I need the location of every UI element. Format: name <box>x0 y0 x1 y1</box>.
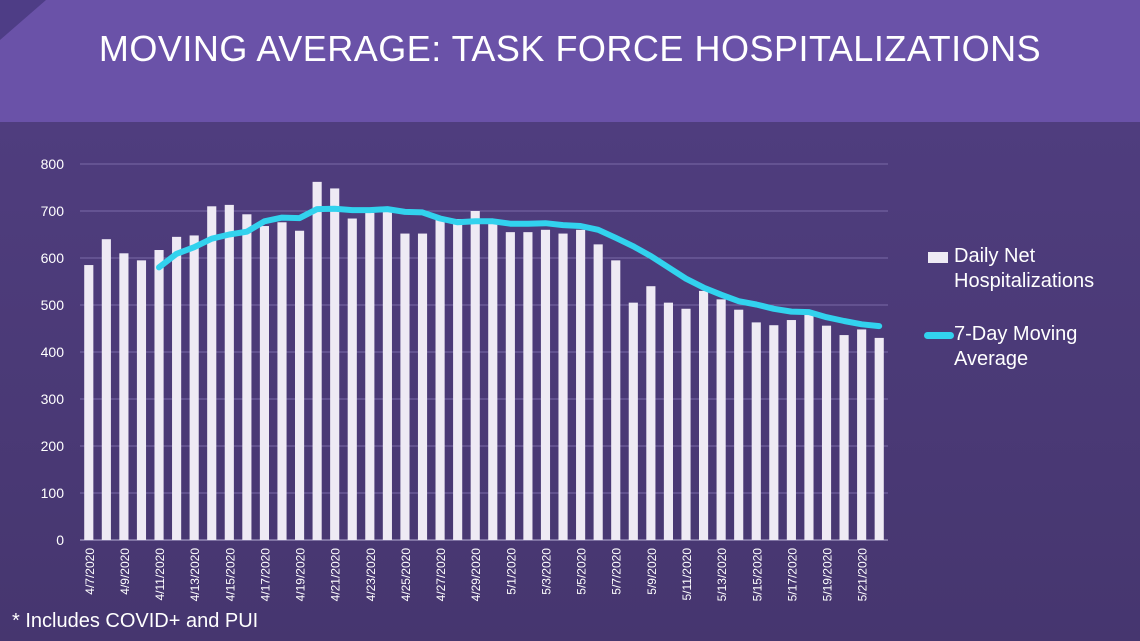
bar <box>804 314 814 540</box>
x-tick-label: 4/27/2020 <box>434 548 448 602</box>
legend-line-swatch <box>924 332 954 339</box>
bar <box>751 322 761 540</box>
bar <box>453 218 463 541</box>
bar <box>470 211 480 540</box>
y-tick-label: 800 <box>41 156 65 172</box>
bar <box>242 214 252 541</box>
legend-bar-label: Daily Net Hospitalizations <box>954 245 1095 292</box>
title-banner: MOVING AVERAGE: TASK FORCE HOSPITALIZATI… <box>0 0 1140 122</box>
x-tick-label: 5/19/2020 <box>821 548 835 602</box>
bar <box>277 222 287 540</box>
bar <box>84 265 94 540</box>
y-tick-label: 200 <box>41 438 65 454</box>
legend-bar-swatch <box>928 252 948 263</box>
page-title: MOVING AVERAGE: TASK FORCE HOSPITALIZATI… <box>98 28 1042 69</box>
bar <box>681 308 691 540</box>
bar <box>769 325 779 540</box>
corner-accent <box>0 0 46 40</box>
bar <box>663 302 674 540</box>
x-tick-label: 4/11/2020 <box>153 548 167 601</box>
x-tick-label: 5/9/2020 <box>645 548 659 595</box>
bar <box>839 335 849 540</box>
bar <box>716 299 726 540</box>
legend-item-daily: Daily Net Hospitalizations <box>928 244 1133 294</box>
bar <box>435 218 445 540</box>
x-tick-label: 4/19/2020 <box>294 548 308 602</box>
x-tick-label: 4/7/2020 <box>83 548 97 595</box>
legend-item-average: 7-Day Moving Average <box>924 322 1133 372</box>
bar <box>593 244 603 540</box>
bar <box>505 232 515 540</box>
y-tick-label: 500 <box>41 297 65 313</box>
bar <box>347 218 357 540</box>
bar <box>294 230 305 541</box>
bar <box>540 229 551 541</box>
x-tick-label: 5/3/2020 <box>539 548 553 595</box>
x-tick-label: 5/5/2020 <box>575 548 589 595</box>
footnote: * Includes COVID+ and PUI <box>12 610 259 632</box>
bar <box>382 209 392 540</box>
bar <box>400 233 410 540</box>
moving-average-line <box>156 205 883 330</box>
bar <box>312 181 322 541</box>
bar <box>821 325 832 540</box>
x-tick-label: 5/1/2020 <box>504 548 518 595</box>
y-tick-label: 0 <box>56 532 64 548</box>
y-tick-label: 600 <box>41 250 65 266</box>
bar <box>224 204 234 540</box>
x-tick-label: 4/17/2020 <box>258 548 272 602</box>
chart-legend: Daily Net Hospitalizations 7-Day Moving … <box>924 244 1133 400</box>
bar <box>154 250 164 540</box>
y-tick-label: 700 <box>41 203 65 219</box>
bar <box>119 253 129 541</box>
x-tick-label: 4/15/2020 <box>223 548 237 602</box>
bar <box>417 233 428 540</box>
bar <box>857 329 867 540</box>
bar <box>136 260 147 540</box>
bar <box>734 309 744 540</box>
bar <box>365 212 375 540</box>
bar <box>172 236 182 540</box>
x-tick-label: 4/9/2020 <box>118 548 132 595</box>
x-tick-label: 4/13/2020 <box>188 548 202 602</box>
bar <box>576 229 586 541</box>
bar <box>558 233 568 540</box>
bar <box>101 239 111 540</box>
bar <box>189 235 199 540</box>
bar <box>259 226 270 541</box>
bar <box>646 286 656 540</box>
x-tick-label: 5/7/2020 <box>610 548 624 595</box>
y-tick-label: 300 <box>41 391 65 407</box>
x-tick-label: 4/29/2020 <box>469 548 483 602</box>
x-tick-label: 4/21/2020 <box>329 548 343 602</box>
x-tick-label: 5/13/2020 <box>715 548 729 602</box>
bar <box>786 320 796 540</box>
bar <box>488 222 498 540</box>
x-tick-label: 4/25/2020 <box>399 548 413 602</box>
bar <box>874 337 884 540</box>
y-tick-label: 100 <box>41 485 65 501</box>
x-tick-label: 5/15/2020 <box>750 548 764 602</box>
x-tick-label: 4/23/2020 <box>364 548 378 602</box>
bar <box>330 188 340 540</box>
legend-line-label: 7-Day Moving Average <box>954 323 1078 370</box>
x-tick-label: 5/11/2020 <box>680 548 694 601</box>
y-tick-label: 400 <box>41 344 65 360</box>
bar <box>628 302 638 540</box>
x-tick-label: 5/21/2020 <box>856 548 870 602</box>
bar <box>523 232 533 540</box>
x-tick-label: 5/17/2020 <box>785 548 799 602</box>
bar <box>611 260 621 540</box>
bar <box>698 290 709 540</box>
bar <box>207 206 217 541</box>
